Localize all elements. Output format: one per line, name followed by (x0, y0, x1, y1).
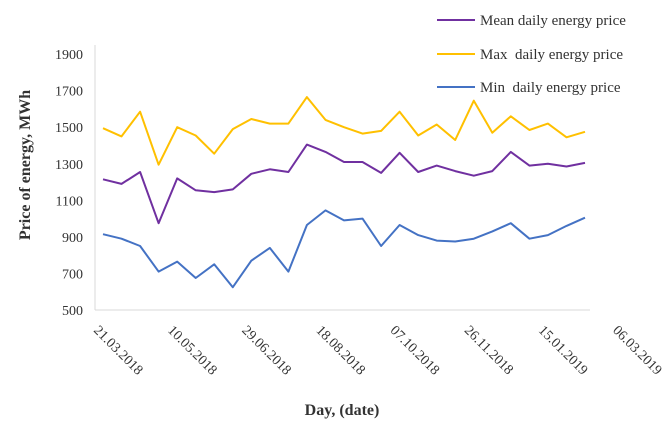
legend: Mean daily energy price Max daily energy … (437, 13, 626, 96)
y-tick-label: 1300 (55, 158, 83, 173)
legend-label-1: Mean daily energy price (480, 13, 626, 29)
x-tick-label: 07.10.2018 (387, 323, 442, 378)
x-axis-title: Day, (date) (305, 402, 380, 419)
x-tick-label: 26.11.2018 (461, 323, 516, 378)
y-tick-label: 1700 (55, 85, 83, 100)
y-tick-labels: 500 700 900 1100 1300 1500 1700 1900 (55, 48, 83, 319)
series-line-3 (102, 209, 586, 289)
axes-group (94, 45, 590, 311)
y-tick-label: 700 (62, 267, 83, 282)
y-tick-label: 500 (62, 304, 83, 319)
x-tick-label: 18.08.2018 (313, 323, 368, 378)
x-tick-label: 21.03.2018 (90, 323, 145, 378)
y-tick-label: 1500 (55, 121, 83, 136)
legend-label-2: Max daily energy price (480, 47, 623, 63)
x-tick-labels: 21.03.2018 10.05.2018 29.06.2018 18.08.2018… (90, 323, 664, 378)
x-tick-label: 10.05.2018 (164, 323, 219, 378)
series-line-2 (102, 96, 586, 166)
y-tick-label: 1100 (56, 194, 83, 209)
series-line-1 (102, 143, 586, 225)
y-tick-label: 900 (62, 231, 83, 246)
series-lines (102, 96, 586, 289)
x-tick-label: 29.06.2018 (238, 323, 293, 378)
x-tick-label: 15.01.2019 (535, 323, 590, 378)
y-axis-title: Price of energy, MWh (17, 90, 34, 240)
y-tick-label: 1900 (55, 48, 83, 63)
x-tick-label: 06.03.2019 (609, 323, 664, 378)
legend-label-3: Min daily energy price (480, 80, 621, 96)
